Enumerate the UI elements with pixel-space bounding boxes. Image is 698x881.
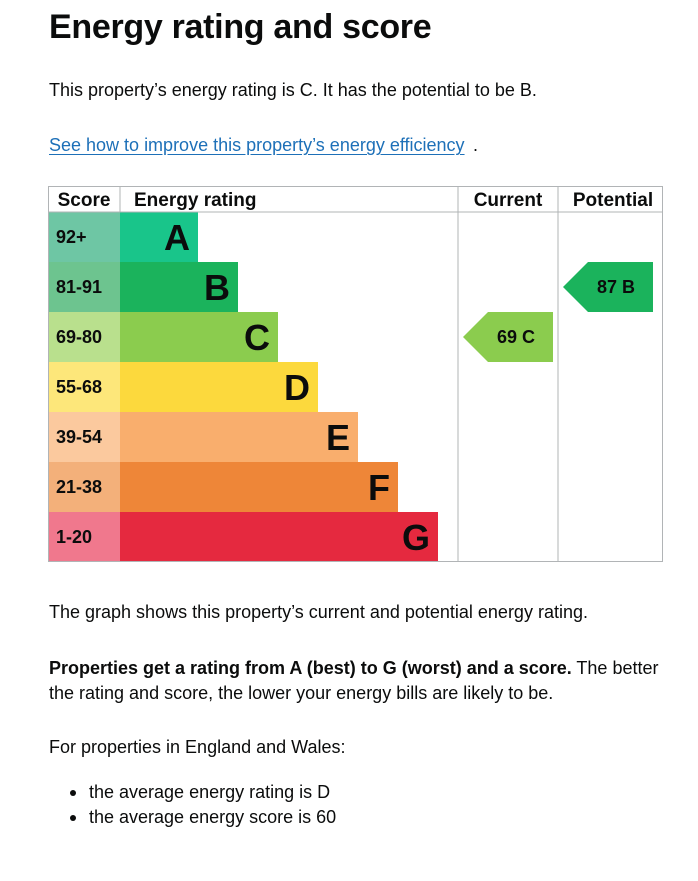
rating-bar-g <box>120 512 438 562</box>
link-period: . <box>473 135 479 155</box>
potential-rating-label: 87 B <box>597 277 635 297</box>
average-intro: For properties in England and Wales: <box>49 737 346 757</box>
list-item: the average energy score is 60 <box>49 805 336 830</box>
rating-bar-f <box>120 462 398 512</box>
rating-explanation-bold: Properties get a rating from A (best) to… <box>49 658 572 678</box>
list-item: the average energy rating is D <box>49 780 336 805</box>
rating-letter-e: E <box>326 417 350 458</box>
header-energy-rating: Energy rating <box>134 190 256 211</box>
score-range-g: 1-20 <box>56 527 92 547</box>
current-rating-label: 69 C <box>497 327 535 347</box>
rating-letter-b: B <box>204 267 230 308</box>
header-score: Score <box>58 190 111 211</box>
score-cell-d <box>48 362 120 412</box>
score-cell-c <box>48 312 120 362</box>
rating-bar-a <box>120 212 198 262</box>
current-arrow <box>463 312 553 362</box>
rating-bar-e <box>120 412 358 462</box>
improve-efficiency-link[interactable]: See how to improve this property’s energ… <box>49 135 465 155</box>
rating-letter-c: C <box>244 317 270 358</box>
score-range-b: 81-91 <box>56 277 102 297</box>
chart-border <box>48 186 663 562</box>
potential-arrow <box>563 262 653 312</box>
header-potential: Potential <box>573 190 653 211</box>
page-title: Energy rating and score <box>49 8 432 46</box>
graph-description: The graph shows this property’s current … <box>49 602 588 622</box>
average-list: the average energy rating is D the avera… <box>49 780 336 830</box>
rating-letter-g: G <box>402 517 430 558</box>
score-range-d: 55-68 <box>56 377 102 397</box>
header-current: Current <box>474 190 543 211</box>
score-cell-f <box>48 462 120 512</box>
rating-explanation: Properties get a rating from A (best) to… <box>49 656 669 706</box>
score-range-e: 39-54 <box>56 427 102 447</box>
score-range-c: 69-80 <box>56 327 102 347</box>
score-cell-b <box>48 262 120 312</box>
epc-rating-chart: Score Energy rating Current Potential 92+ A 81… <box>48 186 663 562</box>
score-range-f: 21-38 <box>56 477 102 497</box>
score-cell-e <box>48 412 120 462</box>
rating-letter-f: F <box>368 467 390 508</box>
score-cell-a <box>48 212 120 262</box>
rating-bar-b <box>120 262 238 312</box>
rating-explanation-rest: The better the rating and score, the low… <box>49 658 659 703</box>
rating-letter-a: A <box>164 217 190 258</box>
score-cell-g <box>48 512 120 562</box>
rating-summary: This property’s energy rating is C. It h… <box>49 80 537 100</box>
rating-bar-d <box>120 362 318 412</box>
score-range-a: 92+ <box>56 227 87 247</box>
rating-bar-c <box>120 312 278 362</box>
rating-letter-d: D <box>284 367 310 408</box>
